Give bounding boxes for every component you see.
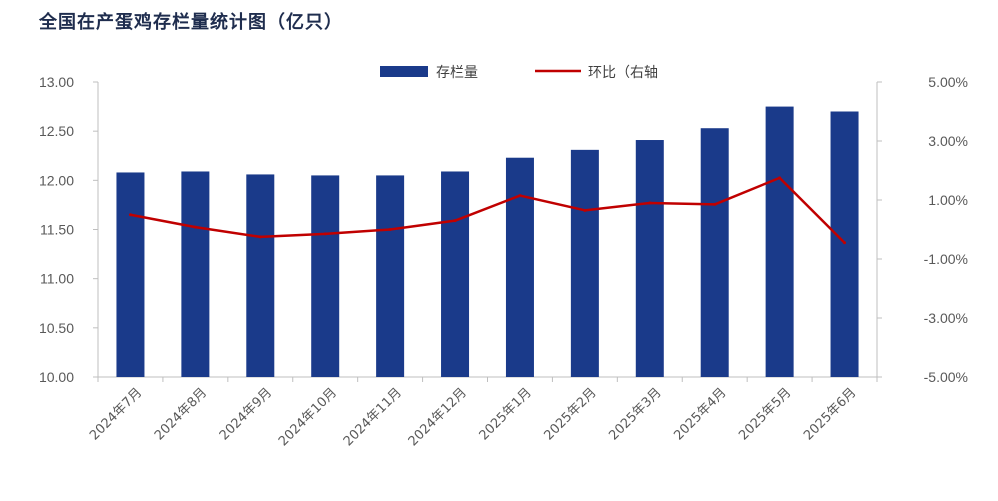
y-left-tick-label: 11.00 <box>40 271 74 287</box>
line-point <box>323 232 327 236</box>
axes <box>93 81 882 382</box>
y-left-tick-label: 10.00 <box>39 369 74 385</box>
line-point <box>193 225 197 229</box>
bar <box>376 175 405 377</box>
legend-bar-swatch <box>380 66 428 77</box>
bar <box>505 157 534 377</box>
chart-title: 全国在产蛋鸡存栏量统计图（亿只） <box>39 12 343 33</box>
legend-line-label: 环比（右轴 <box>588 65 658 81</box>
x-tick-label: 2024年9月 <box>217 385 275 443</box>
tick-labels: 10.00 10.50 11.00 11.50 12.00 12.50 13.00 -5.00… <box>39 74 968 449</box>
line-point <box>258 235 262 239</box>
y-left-tick-label: 12.50 <box>39 123 74 139</box>
bar <box>765 106 794 377</box>
x-tick-label: 2025年2月 <box>541 385 599 443</box>
y-right-tick-label: -5.00% <box>924 369 968 385</box>
y-left-tick-label: 13.00 <box>39 74 74 90</box>
line-point <box>128 213 132 217</box>
line-point <box>843 241 847 245</box>
y-right-tick-label: -3.00% <box>924 310 968 326</box>
x-tick-label: 2024年10月 <box>276 385 340 449</box>
line-point <box>648 201 652 205</box>
y-right-tick-label: -1.00% <box>924 251 968 267</box>
x-tick-label: 2024年7月 <box>87 385 145 443</box>
line-point <box>453 219 457 223</box>
line-path <box>130 176 846 244</box>
bar <box>441 171 470 377</box>
bar <box>311 175 340 377</box>
y-left-tick-label: 11.50 <box>40 222 74 238</box>
y-right-tick-label: 1.00% <box>928 192 968 208</box>
bar <box>635 140 664 377</box>
line-point <box>778 176 782 180</box>
bar <box>570 149 599 377</box>
y-right-tick-label: 5.00% <box>928 74 968 90</box>
bar <box>700 128 729 377</box>
bar <box>116 172 145 377</box>
y-left-tick-label: 10.50 <box>39 320 74 336</box>
x-tick-label: 2024年8月 <box>152 385 210 443</box>
line-point <box>583 208 587 212</box>
x-tick-label: 2024年12月 <box>406 385 470 449</box>
legend: 存栏量 环比（右轴 <box>380 65 658 81</box>
x-tick-label: 2025年1月 <box>477 385 535 443</box>
line-point <box>713 202 717 206</box>
x-tick-label: 2024年11月 <box>341 385 405 449</box>
legend-bar-label: 存栏量 <box>436 65 478 81</box>
line-series <box>128 176 847 245</box>
bar <box>246 174 275 377</box>
x-tick-label: 2025年3月 <box>606 385 664 443</box>
y-right-tick-label: 3.00% <box>928 133 968 149</box>
x-tick-label: 2025年4月 <box>671 385 729 443</box>
x-tick-label: 2025年5月 <box>736 385 794 443</box>
bar <box>181 171 210 377</box>
bar-series <box>116 106 859 377</box>
line-point <box>388 228 392 231</box>
line-point <box>518 194 522 198</box>
x-tick-label: 2025年6月 <box>801 385 859 443</box>
y-left-tick-label: 12.00 <box>39 172 74 188</box>
